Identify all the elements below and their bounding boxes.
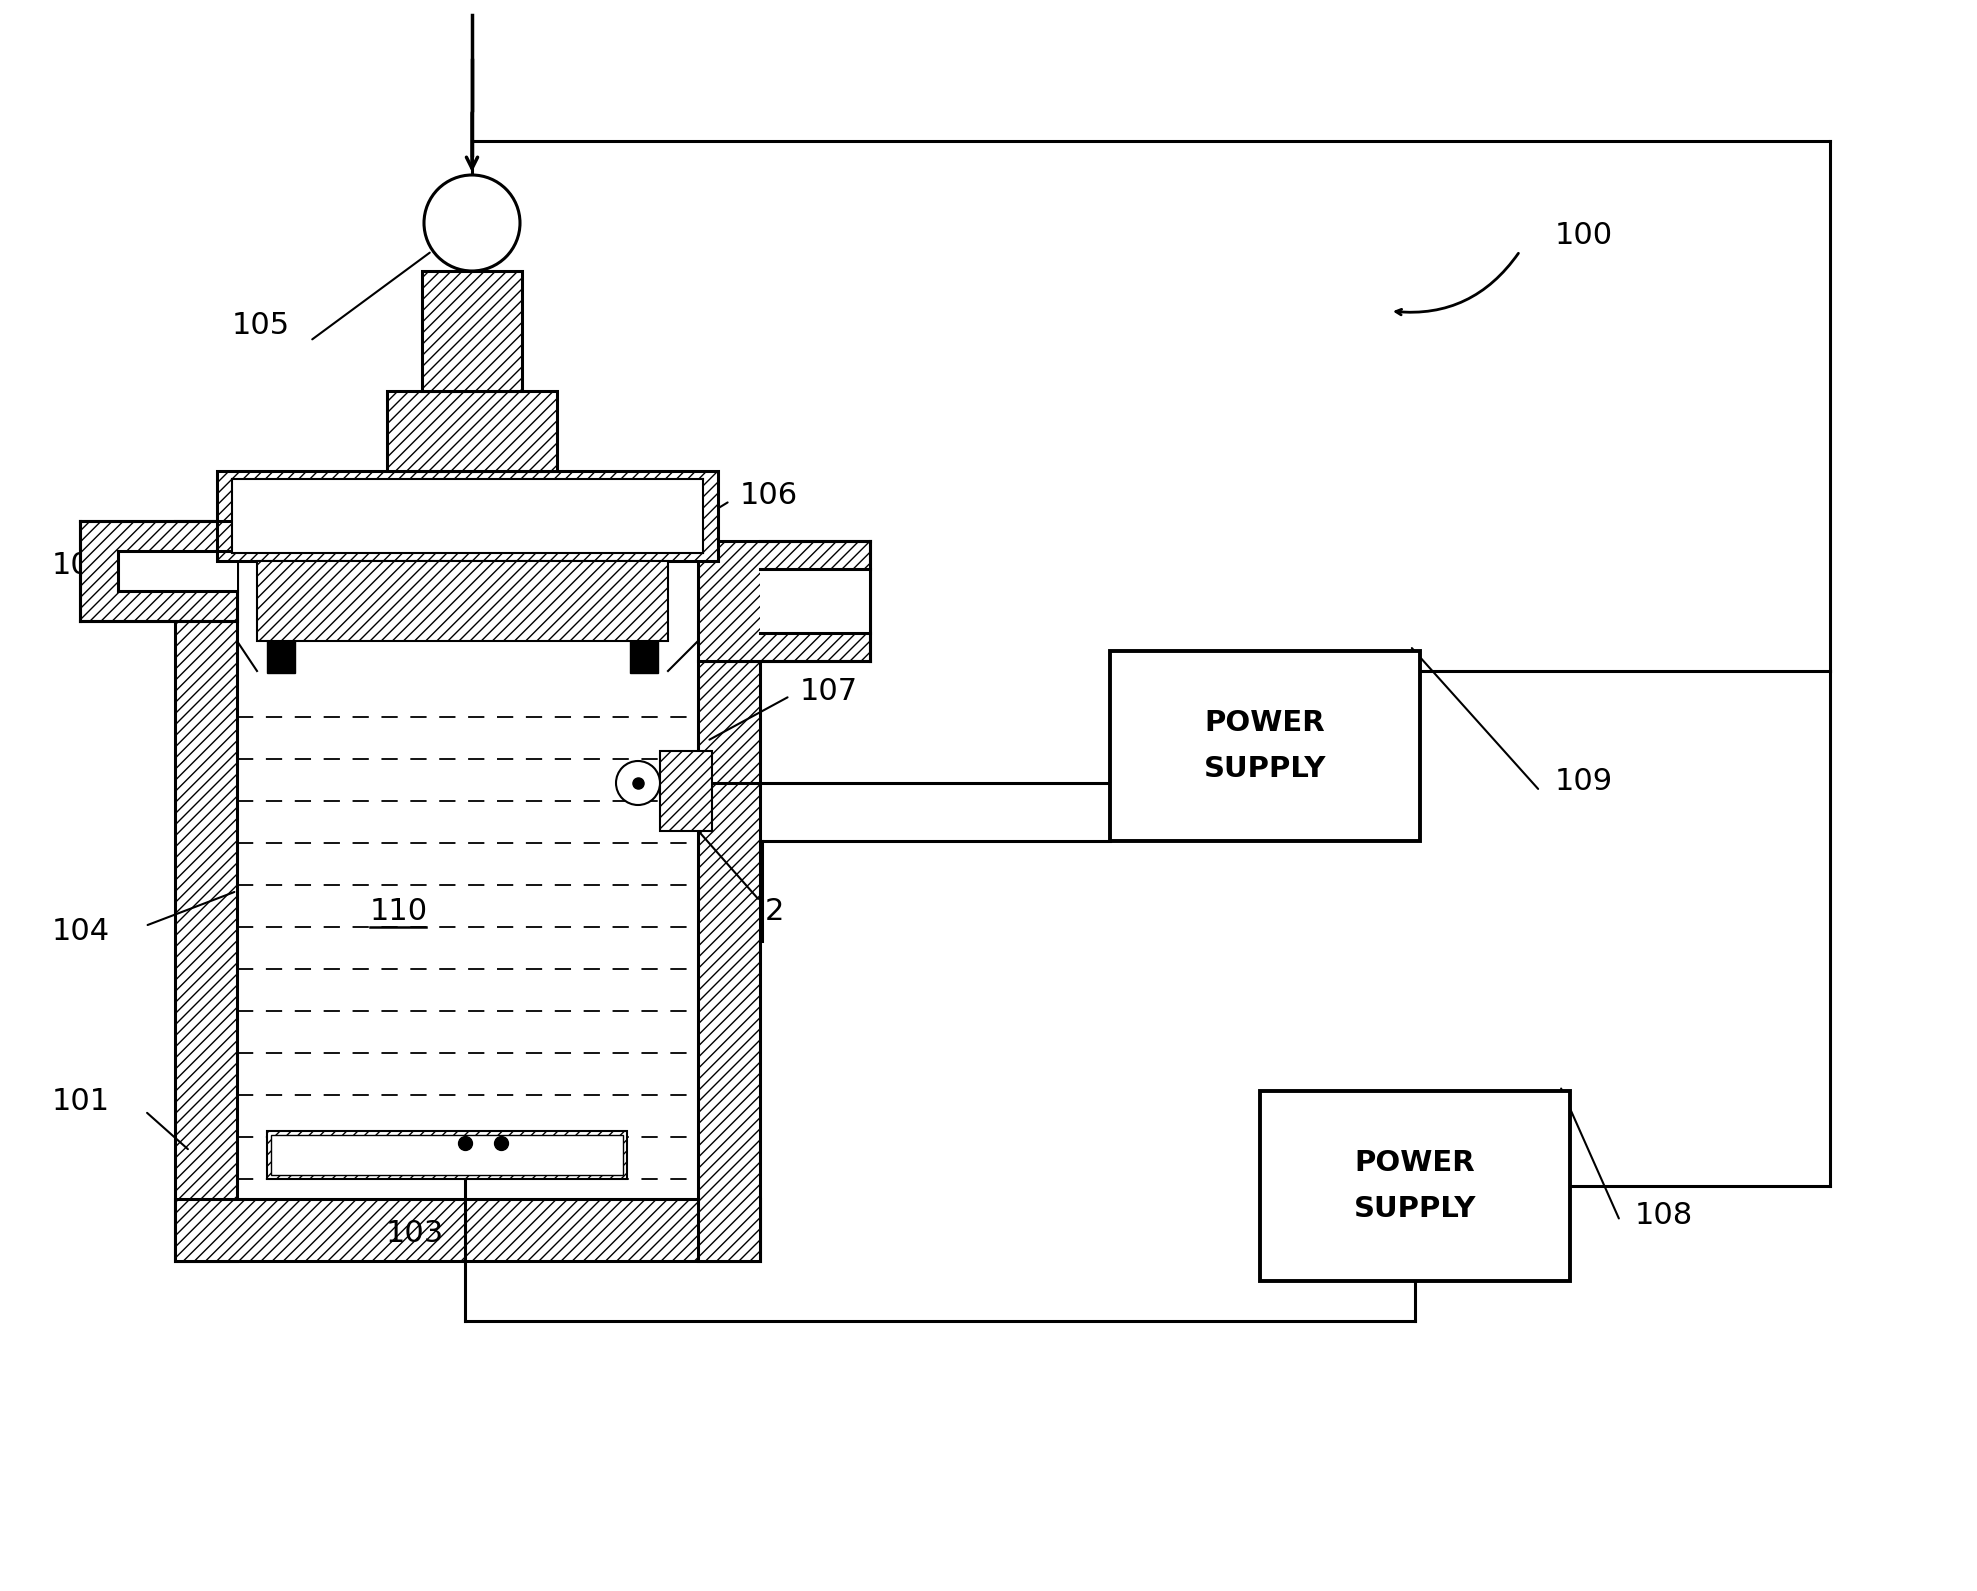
Polygon shape xyxy=(421,270,522,391)
Polygon shape xyxy=(79,520,237,620)
Polygon shape xyxy=(660,751,712,831)
Polygon shape xyxy=(176,520,237,1262)
Bar xyxy=(119,550,237,590)
Text: 100: 100 xyxy=(1556,221,1613,250)
Text: SUPPLY: SUPPLY xyxy=(1354,1195,1477,1223)
Polygon shape xyxy=(267,1131,627,1179)
Circle shape xyxy=(617,760,660,805)
Text: SUPPLY: SUPPLY xyxy=(1204,754,1327,783)
Text: 106: 106 xyxy=(739,482,799,511)
Bar xyxy=(759,570,870,633)
Bar xyxy=(631,641,658,673)
Text: 101: 101 xyxy=(51,1087,111,1115)
Text: 110: 110 xyxy=(370,897,427,926)
Polygon shape xyxy=(387,391,558,471)
Text: 104: 104 xyxy=(51,916,111,945)
Circle shape xyxy=(423,175,520,270)
Text: 107: 107 xyxy=(801,676,858,705)
Bar xyxy=(1259,1091,1570,1281)
Bar xyxy=(1109,651,1419,842)
Text: 105: 105 xyxy=(231,312,291,340)
Polygon shape xyxy=(217,471,718,562)
Polygon shape xyxy=(698,660,759,1262)
Text: 103: 103 xyxy=(386,1219,445,1249)
Text: POWER: POWER xyxy=(1354,1149,1475,1177)
Bar xyxy=(271,1134,623,1176)
Text: POWER: POWER xyxy=(1204,710,1325,737)
Bar xyxy=(267,641,295,673)
Bar xyxy=(231,479,704,554)
Text: 109: 109 xyxy=(1556,767,1613,796)
Polygon shape xyxy=(176,1200,759,1262)
Polygon shape xyxy=(698,541,870,660)
Text: 102: 102 xyxy=(51,552,111,581)
Text: 108: 108 xyxy=(1635,1201,1692,1230)
Polygon shape xyxy=(257,562,668,641)
Text: 2: 2 xyxy=(765,896,785,926)
